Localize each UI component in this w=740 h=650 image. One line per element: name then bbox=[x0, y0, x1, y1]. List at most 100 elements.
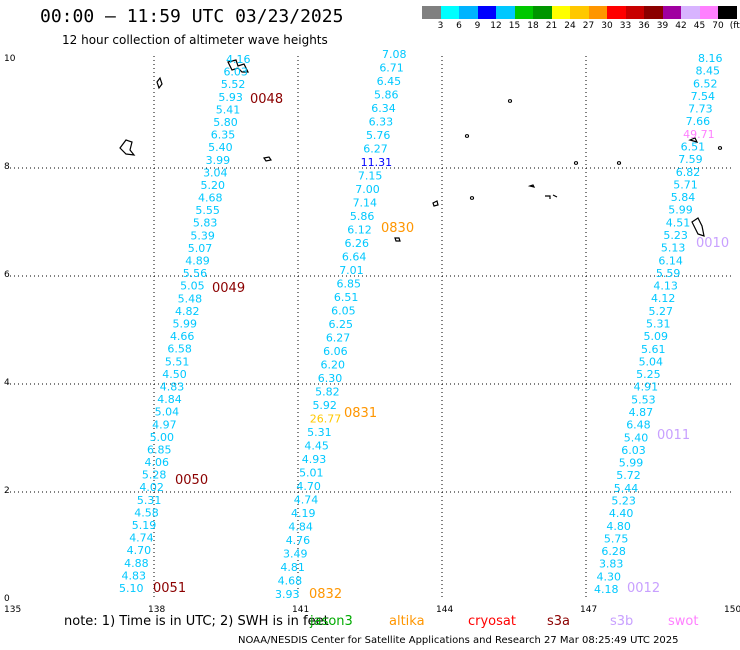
color-scale-swatch bbox=[644, 6, 663, 19]
wave-height-label: 6.45 bbox=[377, 75, 402, 88]
legend-item-s3a: s3a bbox=[547, 614, 571, 629]
color-scale-label: 27 bbox=[582, 21, 595, 31]
wave-height-label: 6.12 bbox=[347, 224, 372, 237]
color-scale-swatch bbox=[681, 6, 700, 19]
color-scale-swatch bbox=[533, 6, 552, 19]
wave-height-label: 5.01 bbox=[299, 467, 324, 480]
wave-height-label: 5.27 bbox=[648, 305, 673, 318]
track-time-label: 0012 bbox=[627, 581, 660, 596]
wave-height-label: 4.97 bbox=[152, 418, 177, 431]
wave-height-label: 4.13 bbox=[653, 280, 678, 293]
legend-item-swot: swot bbox=[668, 614, 699, 629]
wave-height-label: 4.74 bbox=[294, 494, 319, 507]
wave-height-label: 6.51 bbox=[334, 291, 359, 304]
wave-height-label: 4.83 bbox=[122, 569, 147, 582]
wave-height-label: 4.87 bbox=[629, 406, 654, 419]
island-outline bbox=[156, 76, 163, 90]
wave-height-label: 6.27 bbox=[363, 143, 388, 156]
island-outline bbox=[394, 237, 401, 242]
color-scale-label: 24 bbox=[564, 21, 576, 31]
color-scale-label: 15 bbox=[508, 21, 521, 31]
islet-outline bbox=[616, 161, 622, 165]
wave-height-label: 6.48 bbox=[626, 419, 651, 432]
wave-height-label: 49.71 bbox=[683, 128, 715, 141]
islet-outline bbox=[717, 146, 723, 150]
wave-height-label: 6.33 bbox=[369, 116, 394, 129]
wave-height-label: 5.40 bbox=[624, 431, 649, 444]
wave-height-label: 5.28 bbox=[142, 469, 167, 482]
wave-height-label: 5.55 bbox=[195, 204, 220, 217]
wave-height-label: 6.27 bbox=[326, 332, 351, 345]
color-scale-label: 6 bbox=[456, 21, 462, 31]
wave-height-label: 6.05 bbox=[331, 305, 356, 318]
islet-outline bbox=[507, 99, 513, 103]
wave-height-label: 7.59 bbox=[678, 153, 703, 166]
wave-height-label: 5.52 bbox=[221, 78, 246, 91]
wave-height-label: 6.52 bbox=[693, 77, 718, 90]
wave-height-label: 5.10 bbox=[119, 582, 144, 595]
color-scale-label: 45 bbox=[693, 21, 706, 31]
wave-height-tracks: 4.166.035.525.935.415.806.355.403.993.04… bbox=[119, 48, 729, 602]
color-scale-label: 33 bbox=[619, 21, 632, 31]
wave-height-label: 11.31 bbox=[361, 156, 393, 169]
wave-height-label: 4.58 bbox=[134, 506, 159, 519]
wave-height-label: 5.31 bbox=[137, 494, 162, 507]
wave-height-label: 5.93 bbox=[218, 91, 243, 104]
wave-height-label: 5.44 bbox=[614, 482, 639, 495]
wave-height-label: 4.40 bbox=[609, 507, 634, 520]
wave-height-label: 5.23 bbox=[611, 495, 636, 508]
color-scale-swatch bbox=[718, 6, 737, 19]
wave-height-label: 3.04 bbox=[203, 166, 228, 179]
color-scale-label: 36 bbox=[638, 21, 650, 31]
wave-height-label: 4.70 bbox=[296, 480, 321, 493]
wave-height-label: 6.85 bbox=[337, 278, 362, 291]
wave-height-label: 6.58 bbox=[167, 343, 192, 356]
island-outline bbox=[119, 139, 136, 156]
islet-outline bbox=[464, 134, 470, 138]
wave-height-label: 5.05 bbox=[180, 280, 205, 293]
wave-height-label: 4.84 bbox=[288, 521, 313, 534]
color-scale-swatch bbox=[422, 6, 441, 19]
wave-height-label: 6.28 bbox=[601, 545, 626, 558]
wave-height-label: 3.83 bbox=[599, 558, 624, 571]
legend-item-altika: altika bbox=[389, 614, 425, 629]
wave-height-label: 4.74 bbox=[129, 532, 154, 545]
wave-height-label: 4.83 bbox=[160, 380, 185, 393]
wave-height-label: 5.84 bbox=[671, 191, 696, 204]
y-tick-label: 6 bbox=[4, 270, 10, 280]
track-time-label: 0050 bbox=[175, 473, 208, 488]
y-tick-label: 4 bbox=[4, 378, 10, 388]
wave-height-label: 6.03 bbox=[223, 66, 248, 79]
island-outline bbox=[263, 156, 272, 162]
x-tick-label: 138 bbox=[148, 605, 165, 615]
wave-height-label: 4.80 bbox=[606, 520, 631, 533]
islet-outline bbox=[573, 161, 579, 165]
wave-height-label: 6.03 bbox=[621, 444, 646, 457]
wave-height-label: 8.45 bbox=[696, 65, 721, 78]
color-scale-swatch bbox=[662, 6, 682, 19]
grid-lines bbox=[10, 56, 733, 600]
wave-height-label: 5.31 bbox=[646, 318, 671, 331]
wave-height-label: 6.51 bbox=[681, 141, 706, 154]
color-scale-swatch bbox=[551, 6, 571, 19]
color-scale-label: 39 bbox=[656, 21, 669, 31]
wave-height-label: 7.54 bbox=[691, 90, 716, 103]
x-tick-label: 144 bbox=[436, 605, 453, 615]
wave-height-label: 6.35 bbox=[211, 129, 236, 142]
wave-height-label: 6.26 bbox=[345, 237, 370, 250]
wave-height-label: 5.09 bbox=[644, 330, 669, 343]
wave-height-label: 5.40 bbox=[208, 141, 233, 154]
color-scale-swatch bbox=[625, 6, 645, 19]
x-tick-label: 150 bbox=[724, 605, 740, 615]
color-scale-label: 21 bbox=[545, 21, 558, 31]
wave-height-label: 5.80 bbox=[213, 116, 238, 129]
wave-height-label: 5.07 bbox=[188, 242, 213, 255]
wave-height-label: 7.14 bbox=[353, 197, 378, 210]
island-outline bbox=[227, 59, 249, 73]
wave-height-label: 5.00 bbox=[150, 431, 175, 444]
satellite-track: 8.168.456.527.547.737.6649.716.517.596.8… bbox=[594, 52, 729, 596]
island-outline bbox=[432, 200, 439, 207]
wave-height-label: 6.25 bbox=[329, 318, 354, 331]
wave-height-label: 5.92 bbox=[312, 399, 337, 412]
